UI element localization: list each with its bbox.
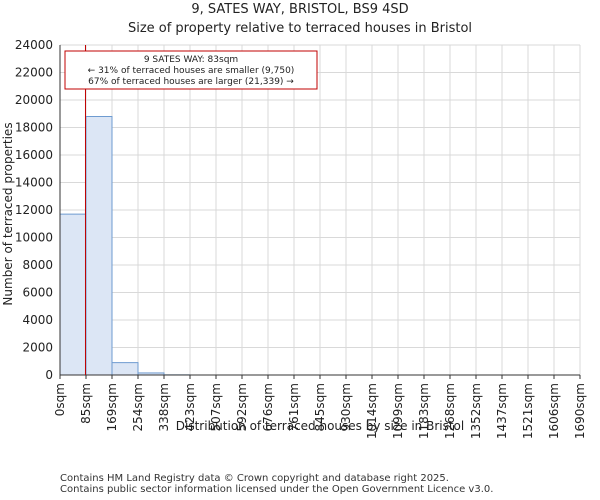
y-tick-label: 0 bbox=[45, 368, 53, 382]
marker: 9 SATES WAY: 83sqm← 31% of terraced hous… bbox=[64, 45, 318, 375]
y-tick-label: 18000 bbox=[15, 121, 53, 135]
x-tick-label: 1014sqm bbox=[365, 383, 379, 439]
y-tick-label: 16000 bbox=[15, 148, 53, 162]
x-tick-label: 507sqm bbox=[209, 383, 223, 431]
x-tick-label: 1268sqm bbox=[443, 383, 457, 439]
y-tick-label: 10000 bbox=[15, 231, 53, 245]
chart-title: 9, SATES WAY, BRISTOL, BS9 4SD bbox=[191, 2, 409, 17]
annotation-line: 9 SATES WAY: 83sqm bbox=[144, 55, 238, 65]
grid-lines bbox=[59, 44, 581, 376]
y-tick-label: 12000 bbox=[15, 203, 53, 217]
x-tick-label: 423sqm bbox=[183, 383, 197, 431]
tick-labels: 0 2000 4000 6000 8000 10000 12000 14000 16000 180… bbox=[15, 38, 587, 439]
x-tick-label: 85sqm bbox=[79, 383, 93, 424]
x-tick-label: 930sqm bbox=[339, 383, 353, 431]
x-tick-label: 761sqm bbox=[287, 383, 301, 431]
x-tick-label: 1352sqm bbox=[469, 383, 483, 439]
footer-line-2: Contains public sector information licen… bbox=[60, 484, 494, 495]
x-tick-label: 676sqm bbox=[261, 383, 275, 431]
y-tick-label: 6000 bbox=[22, 286, 53, 300]
y-tick-label: 14000 bbox=[15, 176, 53, 190]
annotation-line: ← 31% of terraced houses are smaller (9,… bbox=[88, 66, 295, 76]
y-axis-label: Number of terraced properties bbox=[1, 122, 15, 305]
x-axis-label: Distribution of terraced houses by size … bbox=[176, 419, 464, 433]
x-tick-label: 1183sqm bbox=[417, 383, 431, 439]
x-tick-label: 1437sqm bbox=[495, 383, 509, 439]
x-tick-label: 592sqm bbox=[235, 383, 249, 431]
y-tick-label: 2000 bbox=[22, 341, 53, 355]
x-tick-label: 169sqm bbox=[105, 383, 119, 431]
x-tick-label: 0sqm bbox=[53, 383, 67, 416]
axes bbox=[59, 45, 581, 379]
y-tick-label: 4000 bbox=[22, 313, 53, 327]
x-tick-label: 338sqm bbox=[157, 383, 171, 431]
annotation-box bbox=[64, 50, 318, 90]
x-tick-label: 845sqm bbox=[313, 383, 327, 431]
bars bbox=[59, 116, 191, 376]
chart-subtitle: Size of property relative to terraced ho… bbox=[127, 21, 473, 36]
y-tick-label: 24000 bbox=[15, 38, 53, 52]
y-tick-label: 20000 bbox=[15, 93, 53, 107]
histogram-bar bbox=[111, 362, 139, 376]
x-tick-label: 1099sqm bbox=[391, 383, 405, 439]
histogram-bar bbox=[59, 213, 87, 376]
x-tick-label: 1521sqm bbox=[521, 383, 535, 439]
footer-line-1: Contains HM Land Registry data © Crown c… bbox=[60, 473, 449, 484]
y-tick-label: 22000 bbox=[15, 66, 53, 80]
annotation-line: 67% of terraced houses are larger (21,33… bbox=[88, 77, 294, 87]
x-tick-label: 1690sqm bbox=[573, 383, 587, 439]
x-tick-label: 1606sqm bbox=[547, 383, 561, 439]
histogram-bar bbox=[85, 116, 113, 376]
x-tick-label: 254sqm bbox=[131, 383, 145, 431]
y-tick-label: 8000 bbox=[22, 258, 53, 272]
